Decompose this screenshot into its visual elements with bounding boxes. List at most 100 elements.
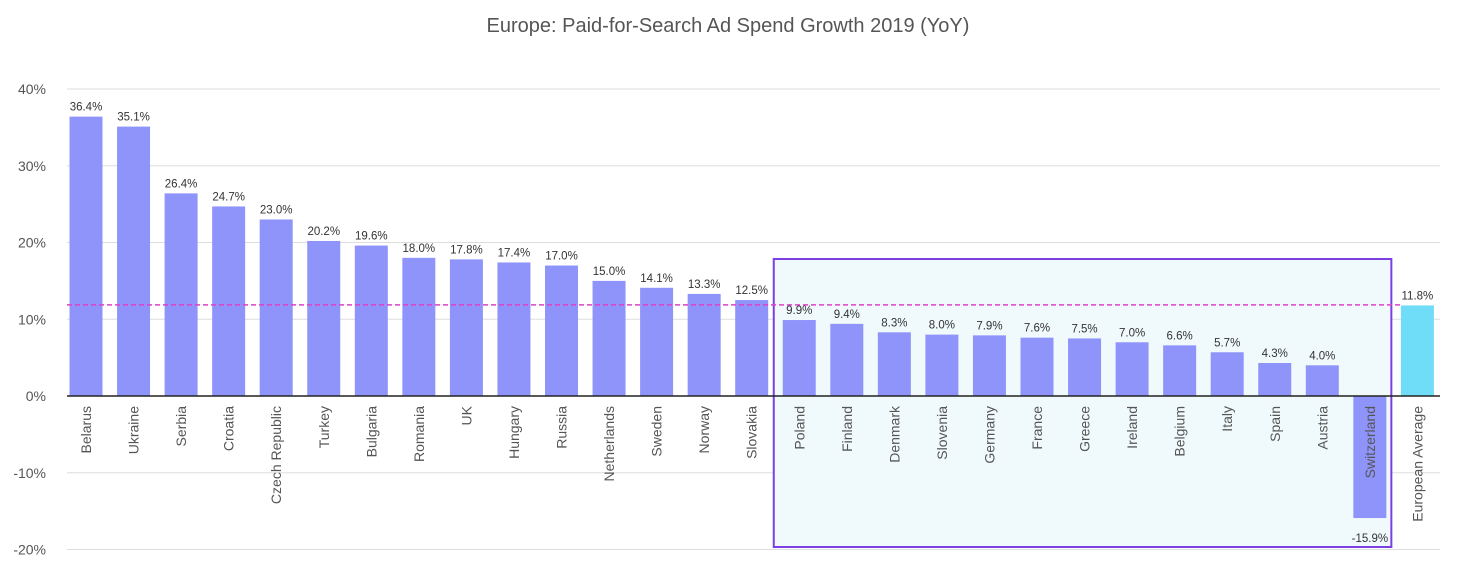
bar bbox=[782, 320, 816, 396]
y-tick-labels: 40% 30% 20% 10% 0% -10% -20% bbox=[13, 81, 46, 558]
bar bbox=[925, 334, 959, 396]
x-tick-label: Germany bbox=[981, 406, 997, 464]
x-tick-label: Russia bbox=[554, 406, 570, 449]
highlight-box bbox=[772, 258, 1393, 548]
bar bbox=[307, 240, 341, 396]
chart-title: Europe: Paid-for-Search Ad Spend Growth … bbox=[487, 15, 970, 37]
x-tick-label: Czech Republic bbox=[268, 406, 284, 504]
data-label: 7.5% bbox=[1071, 323, 1097, 335]
bar bbox=[497, 262, 531, 396]
data-label: 7.0% bbox=[1119, 327, 1145, 339]
highlight-region bbox=[772, 258, 1393, 548]
data-label: 17.8% bbox=[450, 244, 483, 256]
data-label: 12.5% bbox=[735, 285, 768, 297]
x-tick-label: Spain bbox=[1267, 406, 1283, 442]
bar bbox=[1163, 345, 1197, 396]
data-label: 15.0% bbox=[593, 266, 626, 278]
x-tick-label: Netherlands bbox=[601, 406, 617, 482]
bar bbox=[687, 293, 721, 396]
x-tick-label: Slovenia bbox=[934, 406, 950, 460]
data-label: 35.1% bbox=[117, 112, 150, 124]
data-label: 24.7% bbox=[212, 191, 245, 203]
gridlines bbox=[67, 88, 1440, 550]
data-label: 17.0% bbox=[545, 251, 578, 263]
data-label: 7.9% bbox=[976, 320, 1002, 332]
bar bbox=[164, 193, 198, 396]
x-tick-label: Switzerland bbox=[1362, 406, 1378, 478]
x-tick-label: Ireland bbox=[1124, 406, 1140, 449]
data-label: 17.4% bbox=[498, 247, 531, 259]
data-label: 8.0% bbox=[929, 320, 955, 332]
x-tick-label: Norway bbox=[696, 406, 712, 453]
x-tick-label: Sweden bbox=[649, 406, 665, 457]
bar bbox=[259, 219, 293, 396]
x-tick-label: Greece bbox=[1077, 406, 1093, 452]
data-label: 4.0% bbox=[1309, 350, 1335, 362]
bar bbox=[1210, 352, 1244, 396]
x-tick-label: Croatia bbox=[221, 406, 237, 451]
data-label: 19.6% bbox=[355, 231, 388, 243]
data-label: 18.0% bbox=[403, 243, 436, 255]
x-tick-label: Turkey bbox=[316, 406, 332, 448]
x-tick-label: Ukraine bbox=[126, 406, 142, 454]
data-label: 5.7% bbox=[1214, 337, 1240, 349]
x-tick-label: Denmark bbox=[886, 405, 902, 463]
x-tick-label: Austria bbox=[1314, 406, 1330, 450]
bar-european-average bbox=[1400, 305, 1434, 396]
bar bbox=[1115, 342, 1149, 396]
bar bbox=[592, 280, 626, 396]
x-tick-label: Belarus bbox=[78, 406, 94, 453]
x-tick-label: France bbox=[1029, 406, 1045, 450]
x-tick-label: Finland bbox=[839, 406, 855, 452]
x-tick-label: Bulgaria bbox=[363, 406, 379, 458]
x-tick-label: Romania bbox=[411, 406, 427, 462]
bar bbox=[449, 259, 483, 396]
bar bbox=[640, 287, 674, 396]
bar bbox=[735, 300, 769, 396]
data-label: 9.9% bbox=[786, 305, 812, 317]
y-tick-label: 30% bbox=[18, 158, 46, 174]
x-tick-label: Hungary bbox=[506, 406, 522, 459]
y-tick-label: -10% bbox=[13, 465, 46, 481]
data-label: 11.8% bbox=[1402, 290, 1434, 302]
bar bbox=[354, 245, 388, 396]
data-label: 6.6% bbox=[1167, 330, 1193, 342]
y-tick-label: 0% bbox=[26, 388, 46, 404]
y-tick-label: 10% bbox=[18, 311, 46, 327]
bar bbox=[972, 335, 1006, 396]
data-label: 8.3% bbox=[881, 317, 907, 329]
bar bbox=[69, 116, 103, 396]
y-tick-label: 40% bbox=[18, 81, 46, 97]
data-label: 13.3% bbox=[688, 279, 721, 291]
bar bbox=[545, 265, 578, 396]
x-tick-label: Italy bbox=[1219, 406, 1235, 432]
x-tick-labels: Belarus Ukraine Serbia Croatia Czech Republi… bbox=[78, 405, 1425, 522]
data-label: 4.3% bbox=[1262, 348, 1288, 360]
data-label: 7.6% bbox=[1024, 323, 1050, 335]
data-label: 36.4% bbox=[70, 102, 103, 114]
data-labels: 36.4% 35.1% 26.4% 24.7% 23.0% 20.2% 19.6% 18.0%… bbox=[70, 102, 1434, 545]
x-tick-label: Slovakia bbox=[744, 406, 760, 459]
bar bbox=[830, 323, 864, 396]
bar bbox=[402, 257, 436, 396]
x-tick-label: Poland bbox=[791, 406, 807, 450]
bar bbox=[117, 126, 151, 397]
bar bbox=[1258, 362, 1292, 396]
bar bbox=[1353, 396, 1387, 519]
bar bbox=[212, 206, 246, 396]
bar bbox=[1305, 365, 1339, 396]
data-label: 9.4% bbox=[834, 309, 860, 321]
y-tick-label: 20% bbox=[18, 235, 46, 251]
y-tick-label: -20% bbox=[13, 542, 46, 558]
data-label: -15.9% bbox=[1352, 533, 1388, 545]
x-tick-label: Serbia bbox=[173, 406, 189, 447]
x-tick-label: UK bbox=[458, 405, 474, 425]
bars bbox=[69, 116, 1434, 519]
bar bbox=[877, 332, 911, 396]
bar bbox=[1020, 337, 1054, 396]
x-tick-label: Belgium bbox=[1172, 406, 1188, 457]
data-label: 20.2% bbox=[307, 226, 340, 238]
data-label: 26.4% bbox=[165, 178, 198, 190]
x-tick-label: European Average bbox=[1409, 406, 1425, 522]
